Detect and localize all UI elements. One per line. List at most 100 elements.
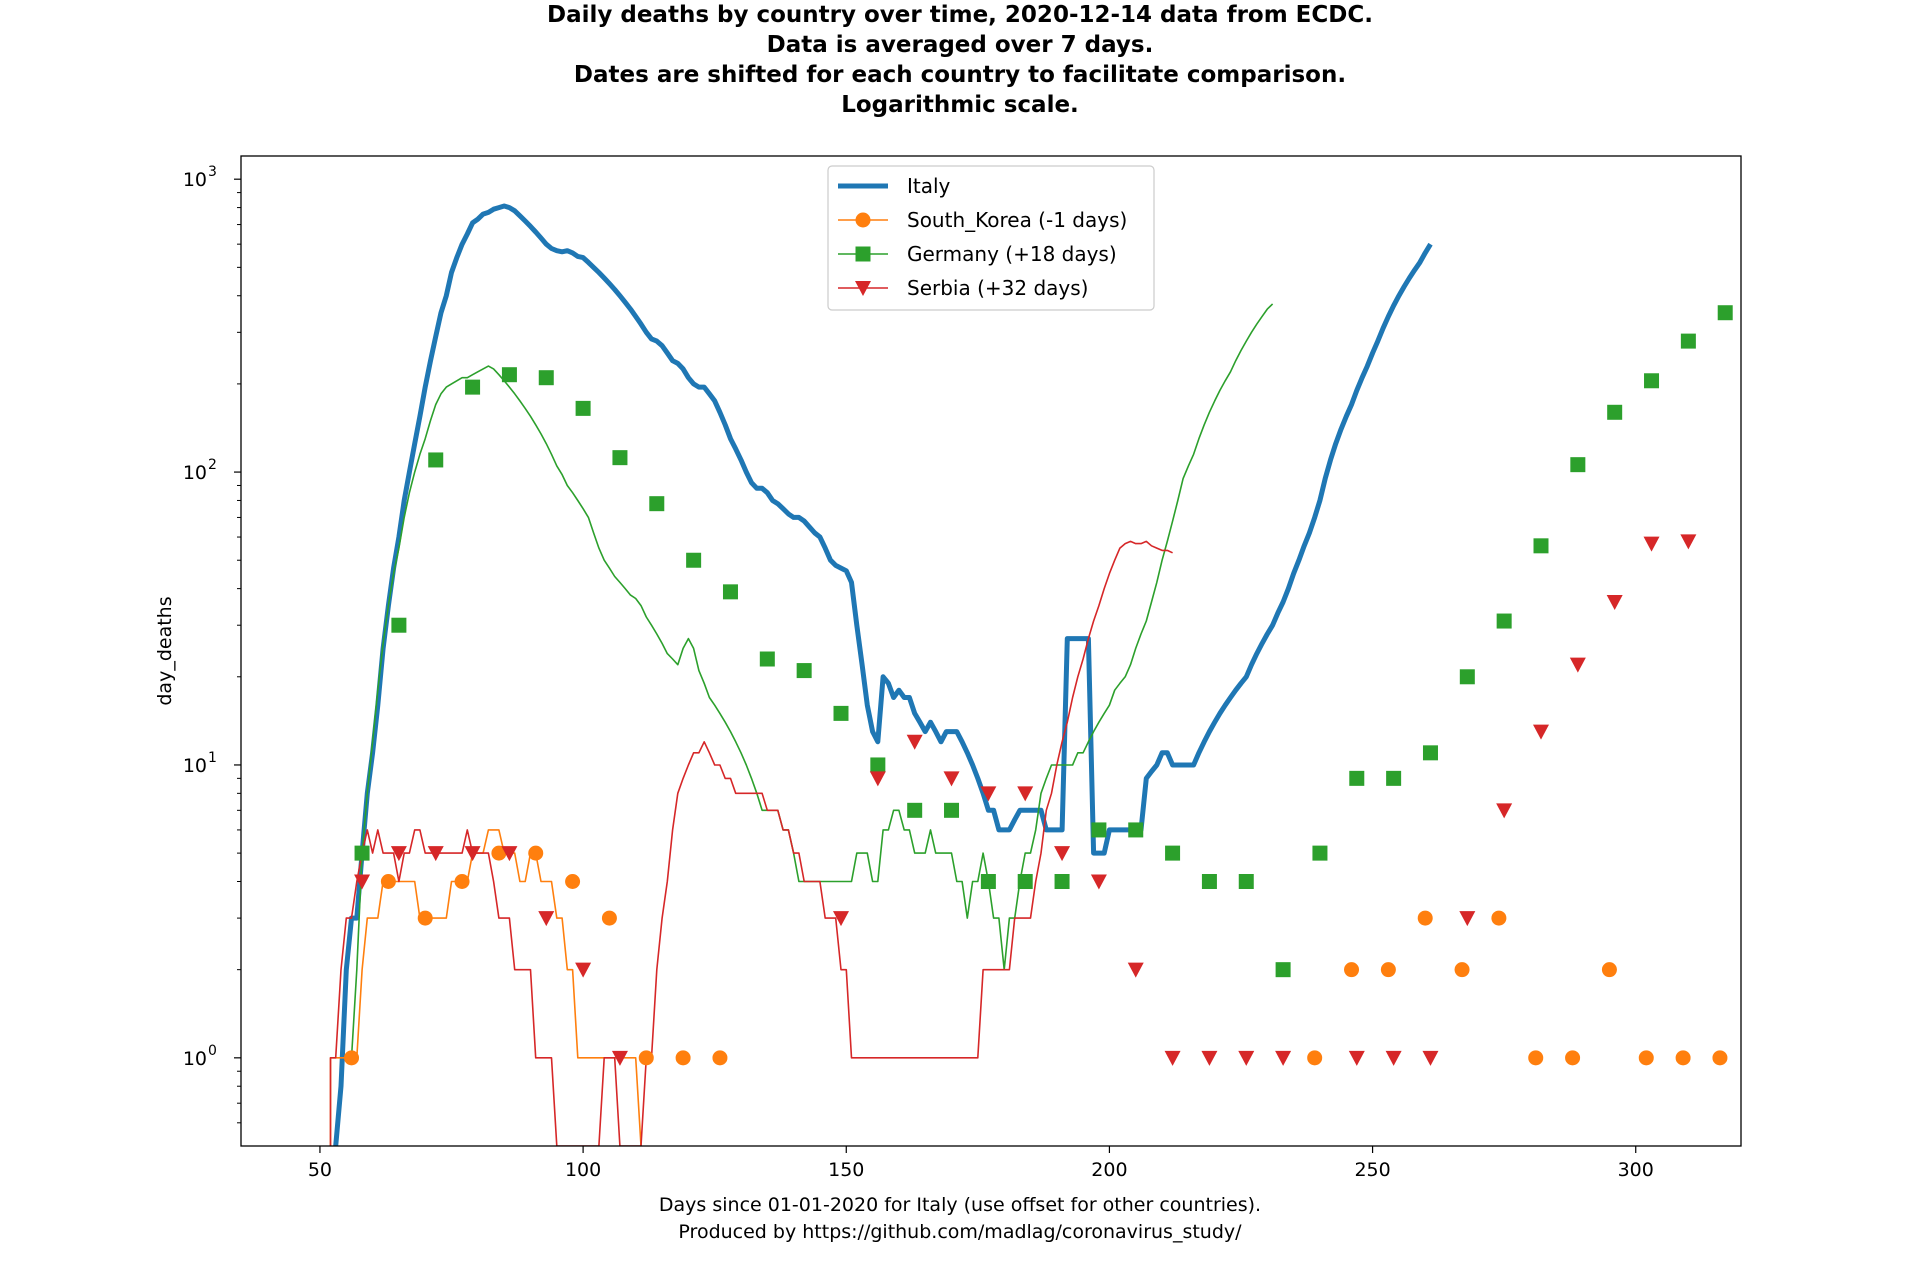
data-point-1 bbox=[1565, 1050, 1581, 1066]
data-point-2 bbox=[1422, 745, 1438, 761]
legend-label-1: South_Korea (-1 days) bbox=[907, 208, 1127, 232]
data-point-1 bbox=[565, 874, 581, 890]
data-point-3 bbox=[869, 771, 886, 787]
series-line-2 bbox=[350, 303, 1274, 1058]
y-tick-exponent: 0 bbox=[208, 1043, 217, 1059]
y-tick-exponent: 1 bbox=[208, 750, 217, 766]
data-point-3 bbox=[906, 734, 923, 750]
series-line-3 bbox=[329, 540, 1173, 1146]
data-point-2 bbox=[1349, 770, 1365, 786]
data-point-2 bbox=[501, 367, 517, 383]
data-point-2 bbox=[1386, 770, 1402, 786]
y-tick-label: 10 bbox=[183, 169, 207, 191]
data-point-2 bbox=[1496, 613, 1512, 629]
data-point-2 bbox=[796, 663, 812, 679]
x-tick-label: 300 bbox=[1618, 1159, 1654, 1181]
data-point-1 bbox=[454, 874, 470, 890]
legend-label-0: Italy bbox=[907, 174, 951, 198]
legend-label-2: Germany (+18 days) bbox=[907, 242, 1117, 266]
data-point-2 bbox=[391, 617, 407, 633]
data-point-1 bbox=[344, 1050, 360, 1066]
plot-frame bbox=[240, 155, 1742, 1147]
x-tick-label: 50 bbox=[308, 1159, 332, 1181]
data-point-2 bbox=[575, 400, 591, 416]
data-point-2 bbox=[649, 496, 665, 512]
data-point-3 bbox=[1459, 911, 1476, 927]
plot-area bbox=[240, 155, 1742, 1147]
data-point-1 bbox=[1528, 1050, 1544, 1066]
data-point-3 bbox=[1017, 786, 1034, 802]
data-point-2 bbox=[1459, 669, 1475, 685]
data-point-2 bbox=[1275, 962, 1291, 978]
data-point-1 bbox=[1454, 962, 1470, 978]
y-tick-exponent: 2 bbox=[208, 457, 217, 473]
data-point-3 bbox=[1164, 1050, 1181, 1066]
title-line-4: Logarithmic scale. bbox=[841, 92, 1079, 118]
legend-label-3: Serbia (+32 days) bbox=[907, 276, 1088, 300]
data-point-2 bbox=[612, 450, 628, 466]
data-point-2 bbox=[1165, 845, 1181, 861]
data-point-3 bbox=[943, 771, 960, 787]
data-point-3 bbox=[1606, 595, 1623, 611]
data-point-3 bbox=[1348, 1050, 1365, 1066]
data-point-2 bbox=[1128, 822, 1144, 838]
data-point-3 bbox=[1275, 1050, 1292, 1066]
data-point-2 bbox=[465, 379, 481, 395]
data-point-2 bbox=[428, 452, 444, 468]
data-point-1 bbox=[380, 874, 396, 890]
data-point-2 bbox=[354, 845, 370, 861]
data-point-3 bbox=[1385, 1050, 1402, 1066]
x-axis: 50 100 150 200 250 300 bbox=[308, 1146, 1654, 1181]
data-point-1 bbox=[1638, 1050, 1654, 1066]
data-point-3 bbox=[354, 874, 371, 890]
y-tick-label: 10 bbox=[183, 1048, 207, 1070]
data-point-3 bbox=[1201, 1050, 1218, 1066]
data-point-3 bbox=[1238, 1050, 1255, 1066]
data-point-2 bbox=[1017, 874, 1033, 890]
x-tick-label: 200 bbox=[1091, 1159, 1127, 1181]
data-point-2 bbox=[980, 874, 996, 890]
data-point-3 bbox=[1422, 1050, 1439, 1066]
data-point-1 bbox=[1380, 962, 1396, 978]
data-point-2 bbox=[1054, 874, 1070, 890]
data-point-1 bbox=[601, 910, 617, 926]
chart-title: Daily deaths by country over time, 2020-… bbox=[0, 0, 1920, 120]
data-point-2 bbox=[1570, 457, 1586, 473]
x-tick-label: 150 bbox=[828, 1159, 864, 1181]
data-point-3 bbox=[1680, 534, 1697, 550]
data-point-2 bbox=[1680, 333, 1696, 349]
y-tick-exponent: 3 bbox=[208, 164, 217, 180]
title-line-2: Data is averaged over 7 days. bbox=[766, 32, 1154, 58]
data-point-3 bbox=[1569, 657, 1586, 673]
data-point-2 bbox=[907, 802, 923, 818]
data-point-3 bbox=[464, 846, 481, 862]
data-point-3 bbox=[980, 786, 997, 802]
data-point-3 bbox=[538, 911, 555, 927]
data-point-1 bbox=[1307, 1050, 1323, 1066]
data-point-1 bbox=[417, 910, 433, 926]
marker-layer bbox=[344, 305, 1733, 1066]
legend-marker-1 bbox=[855, 212, 871, 228]
data-point-1 bbox=[1601, 962, 1617, 978]
legend-marker-2 bbox=[855, 246, 871, 262]
data-point-2 bbox=[1717, 305, 1733, 321]
title-line-3: Dates are shifted for each country to fa… bbox=[573, 62, 1347, 88]
data-point-3 bbox=[833, 911, 849, 927]
y-tick-label: 10 bbox=[183, 462, 207, 484]
x-axis-label-line-1: Days since 01-01-2020 for Italy (use off… bbox=[658, 1194, 1262, 1216]
data-point-1 bbox=[1344, 962, 1360, 978]
data-point-2 bbox=[944, 802, 960, 818]
x-axis-label-line-2: Produced by https://github.com/madlag/co… bbox=[678, 1221, 1242, 1243]
data-point-3 bbox=[611, 1050, 628, 1066]
data-point-2 bbox=[1201, 874, 1217, 890]
series-line-0 bbox=[333, 203, 1433, 1146]
data-point-2 bbox=[833, 705, 849, 721]
data-point-2 bbox=[870, 757, 886, 773]
data-point-1 bbox=[528, 845, 544, 861]
data-point-2 bbox=[538, 370, 554, 386]
data-point-2 bbox=[1533, 538, 1549, 554]
data-point-2 bbox=[1312, 845, 1328, 861]
data-point-3 bbox=[390, 846, 407, 862]
